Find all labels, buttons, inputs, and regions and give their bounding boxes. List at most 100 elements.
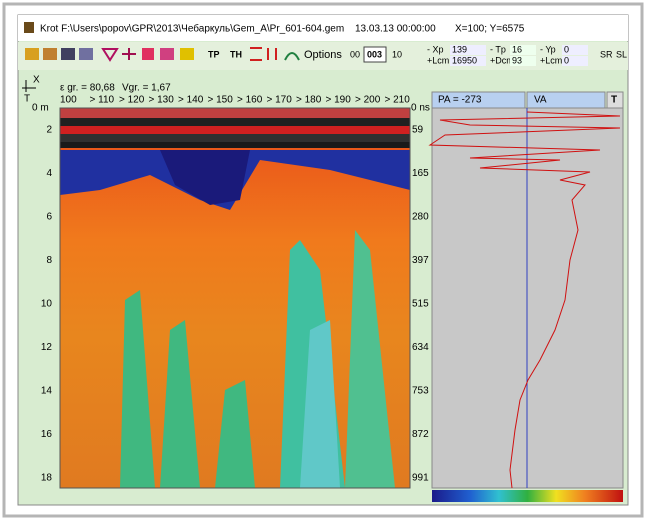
tool-sl[interactable]: SL <box>616 49 627 59</box>
trace-curve <box>428 111 621 489</box>
color-bar <box>432 490 623 502</box>
time-label: 872 <box>412 429 429 440</box>
t-letter: T <box>24 94 30 105</box>
tool-up[interactable] <box>267 48 277 60</box>
toolbar: TP TH Options 00 003 10 - Xp +Lcm 139 16… <box>18 42 628 70</box>
time-label: 397 <box>412 255 429 266</box>
radar-border <box>59 107 411 489</box>
time-label: 59 <box>412 125 424 136</box>
x-label: > 200 <box>355 95 381 106</box>
tool-n3: 10 <box>392 49 402 59</box>
layer-dark2 <box>60 134 410 142</box>
depth-label: 12 <box>41 342 53 353</box>
tool-arrows[interactable] <box>250 47 262 61</box>
depth-label: 10 <box>41 299 53 310</box>
lcm-field <box>450 56 486 66</box>
xp-field <box>450 45 486 55</box>
window-datetime: 13.03.13 00:00:00 <box>355 24 436 35</box>
x-label: > 110 <box>90 95 115 106</box>
xp-label: - Xp <box>427 44 444 54</box>
window-cursor: X=100; Y=6575 <box>455 24 525 35</box>
axis-icon <box>22 80 36 92</box>
tool-box[interactable] <box>180 48 194 60</box>
tool-bars[interactable] <box>142 48 154 60</box>
tp-value: 16 <box>512 44 522 54</box>
yp-label: - Yp <box>540 44 556 54</box>
depth-label: 2 <box>46 125 52 136</box>
cyan-col <box>300 320 340 488</box>
depth-label: 6 <box>46 212 52 223</box>
window-title: Krot F:\Users\popov\GPR\2013\Чебаркуль\G… <box>40 23 344 35</box>
depth-label: 4 <box>46 168 52 179</box>
depth-label: 14 <box>41 386 53 397</box>
tool-save[interactable] <box>61 48 75 60</box>
green-col-1 <box>120 290 155 488</box>
layer-black <box>60 142 410 148</box>
tool-print[interactable] <box>79 48 93 60</box>
lcm2-field <box>562 56 588 66</box>
eps: ε gr. = 80,68 <box>60 83 115 94</box>
lcm2-value: 0 <box>564 55 569 65</box>
lcm2-label: +Lcm <box>540 55 562 65</box>
x-label: > 140 <box>178 95 204 106</box>
x-label: > 180 <box>296 95 322 106</box>
dcm-value: 93 <box>512 55 522 65</box>
green-col-3 <box>215 380 255 488</box>
x-label: > 150 <box>208 95 234 106</box>
tool-n2: 003 <box>367 49 382 59</box>
tool-folder[interactable] <box>43 48 57 60</box>
dcm-field <box>510 56 536 66</box>
time-label: 753 <box>412 386 429 397</box>
time-label: 280 <box>412 212 429 223</box>
time-label: 634 <box>412 342 429 353</box>
dcm-label: +Dcm <box>490 55 514 65</box>
time-zero: 0 ns <box>411 103 430 114</box>
depth-zero: 0 m <box>32 103 49 114</box>
tool-grid[interactable] <box>160 48 174 60</box>
tool-open[interactable] <box>25 48 39 60</box>
tool-options[interactable]: Options <box>304 49 342 61</box>
x-label: > 170 <box>267 95 293 106</box>
x-letter: X <box>33 75 40 86</box>
xp-value: 139 <box>452 44 467 54</box>
app-icon <box>24 22 34 33</box>
green-col-5 <box>345 230 395 488</box>
title-bar <box>18 15 628 41</box>
yp-value: 0 <box>564 44 569 54</box>
depth-label: 18 <box>41 473 53 484</box>
blue-deep <box>160 150 250 205</box>
time-label: 991 <box>412 473 429 484</box>
tp-label: - Tp <box>490 44 506 54</box>
tool-filter[interactable] <box>101 48 119 62</box>
depth-label: 8 <box>46 255 52 266</box>
layer-top <box>60 108 410 118</box>
tp-field <box>510 45 536 55</box>
trace-panel: PA = -273 VA T <box>428 91 624 502</box>
tool-sr[interactable]: SR <box>600 49 613 59</box>
x-label: > 190 <box>326 95 352 106</box>
vgr: Vgr. = 1,67 <box>122 83 171 94</box>
tool-n1: 00 <box>350 49 360 59</box>
tool-tp[interactable]: TP <box>208 49 220 59</box>
tool-cross[interactable] <box>122 48 136 60</box>
lcm-value: 16950 <box>452 55 477 65</box>
tool-arc[interactable] <box>284 52 300 61</box>
x-label: 100 <box>60 95 77 106</box>
tool-th[interactable]: TH <box>230 49 242 59</box>
yp-field <box>562 45 588 55</box>
time-label: 515 <box>412 299 429 310</box>
green-col-2 <box>160 320 200 488</box>
x-label: > 210 <box>385 95 411 106</box>
layer-dark <box>60 118 410 126</box>
pa: PA = -273 <box>438 95 482 106</box>
x-label: > 130 <box>149 95 175 106</box>
field-n2[interactable] <box>363 46 387 63</box>
depth-label: 16 <box>41 429 53 440</box>
time-label: 165 <box>412 168 429 179</box>
t[interactable]: T <box>611 95 617 106</box>
radargram: X T ε gr. = 80,68 Vgr. = 1,67 0 m 0 ns 1… <box>22 75 430 489</box>
layer-red <box>60 126 410 134</box>
x-label: > 120 <box>119 95 145 106</box>
x-label: > 160 <box>237 95 263 106</box>
